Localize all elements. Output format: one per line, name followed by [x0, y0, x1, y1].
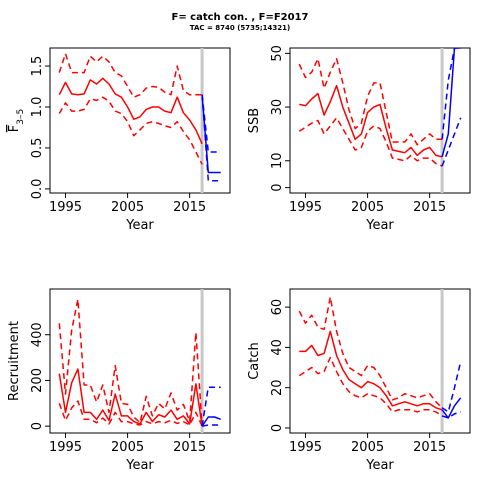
hist-dashed-line-2: [298, 117, 443, 167]
x-tick-label: 1995: [49, 200, 82, 215]
hist-dashed-line-1: [58, 298, 203, 427]
y-tick-label: 20: [270, 379, 285, 396]
y-tick-label: 30: [270, 99, 285, 116]
series-group: [58, 298, 221, 427]
proj-solid-line-3: [201, 416, 221, 427]
y-axis-label: Catch: [247, 342, 262, 380]
series-group: [298, 48, 462, 167]
y-tick-label: 40: [270, 339, 285, 356]
y-tick-label: 200: [30, 368, 45, 393]
proj-dashed-line-4: [201, 94, 221, 153]
x-tick-label: 1995: [289, 440, 322, 455]
hist-solid-line-0: [58, 77, 203, 145]
y-tick-label: 50: [270, 45, 285, 62]
series-group: [58, 52, 221, 182]
y-tick-label: 1.0: [30, 97, 45, 118]
y-tick-label: 0.0: [30, 179, 45, 200]
plot-frame: [49, 47, 231, 194]
y-tick-label: 0.5: [30, 138, 45, 159]
x-axis-label: Year: [125, 218, 154, 233]
hist-dashed-line-2: [298, 356, 443, 417]
x-tick-label: 2015: [173, 200, 206, 215]
panel-2: 1995 2005 2015 0 10 30 50 Year SSB: [247, 45, 471, 233]
plot-frame: [49, 288, 231, 434]
y-axis-label-main: F: [7, 125, 22, 132]
hist-solid-line-0: [58, 368, 203, 427]
y-axis-label: Recruitment: [7, 321, 22, 401]
hist-solid-line-0: [299, 84, 443, 158]
proj-solid-line-3: [441, 397, 462, 419]
panel-4: 1995 2005 2015 0 20 40 60 Year Catch: [247, 288, 471, 473]
proj-dashed-line-5: [441, 117, 462, 167]
hist-dashed-line-2: [58, 400, 203, 427]
figure-title: F= catch con. , F=F2017: [171, 12, 308, 23]
panel-3: 1995 2005 2015 0 200 400 Year Recruitment: [7, 288, 231, 473]
x-axis-label: Year: [125, 458, 154, 473]
figure-subtitle: TAC = 8740 (5735;14321): [190, 24, 290, 32]
plot-frame: [289, 288, 471, 434]
x-tick-label: 2015: [413, 440, 446, 455]
x-tick-label: 2015: [413, 200, 446, 215]
proj-dashed-line-4: [201, 386, 221, 427]
proj-solid-line-3: [201, 94, 221, 174]
y-tick-label: 400: [30, 322, 45, 347]
y-tick-label: 10: [270, 153, 285, 170]
y-tick-label: 0: [270, 183, 285, 191]
plot-frame: [289, 47, 471, 194]
y-tick-label: 0: [30, 422, 45, 430]
y-axis-label-subscript: 3–5: [16, 109, 26, 125]
x-axis-label: Year: [365, 218, 394, 233]
hist-dashed-line-1: [58, 52, 203, 98]
proj-dashed-line-4: [441, 361, 462, 413]
x-tick-label: 2005: [111, 440, 144, 455]
hist-solid-line-0: [299, 330, 443, 411]
proj-dashed-line-4: [441, 48, 461, 140]
y-tick-label: 0: [270, 424, 285, 432]
x-tick-label: 2005: [111, 200, 144, 215]
x-tick-label: 1995: [289, 200, 322, 215]
proj-solid-line-3: [441, 48, 461, 157]
y-tick-label: 1.5: [30, 56, 45, 77]
y-axis-label: F3–5: [7, 109, 26, 132]
x-axis-label: Year: [365, 458, 394, 473]
x-tick-label: 2005: [351, 200, 384, 215]
panel-1: 1995 2005 2015 0.0 0.5 1.0 1.5 Year F3–5: [7, 47, 231, 233]
y-axis-label: SSB: [247, 108, 262, 133]
y-tick-label: 60: [270, 299, 285, 316]
hist-dashed-line-1: [298, 296, 443, 409]
proj-dashed-line-5: [441, 411, 461, 419]
series-group: [298, 296, 462, 419]
proj-dashed-line-5: [201, 94, 221, 182]
hist-dashed-line-2: [58, 96, 203, 165]
proj-dashed-line-5: [201, 424, 221, 427]
x-tick-label: 1995: [49, 440, 82, 455]
x-tick-label: 2005: [351, 440, 384, 455]
x-tick-label: 2015: [173, 440, 206, 455]
hist-dashed-line-1: [298, 57, 443, 146]
